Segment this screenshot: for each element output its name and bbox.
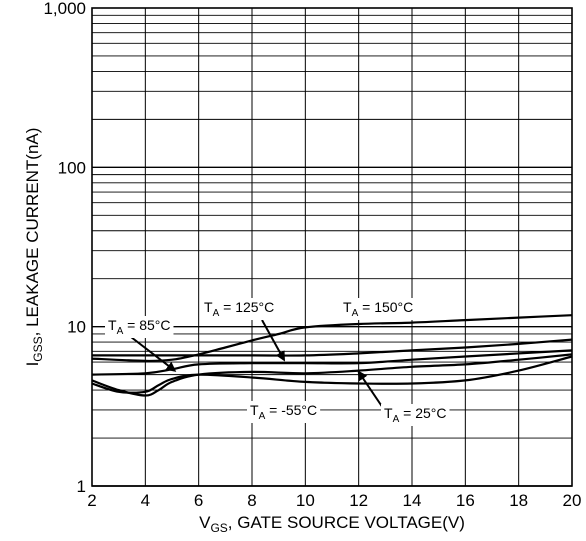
series-line: [91, 314, 573, 363]
annotation-background: [105, 316, 174, 338]
annotation-label: TA = 25°C: [384, 405, 446, 425]
temperature-annotation: TA = 25°C: [357, 370, 450, 426]
grid: [91, 8, 573, 487]
annotation-label: TA = -55°C: [250, 402, 317, 422]
y-tick-label: 100: [58, 158, 86, 177]
x-tick-label: 16: [456, 491, 475, 510]
x-tick-label: 18: [509, 491, 528, 510]
annotation-label: TA = 125°C: [204, 299, 274, 319]
temperature-annotation: TA = 85°C: [105, 316, 177, 372]
annotation-background: [201, 298, 278, 320]
temperature-annotation: TA = -55°C: [247, 401, 321, 423]
annotation-label: TA = 85°C: [108, 317, 170, 337]
annotation-arrow: [357, 370, 384, 409]
annotation-background: [340, 298, 417, 320]
y-axis-title: IGSS, LEAKAGE CURRENT(nA): [23, 128, 45, 367]
y-tick-label: 1: [77, 477, 86, 496]
x-tick-label: 6: [194, 491, 203, 510]
series-line: [91, 355, 573, 394]
plot-frame: [91, 7, 573, 487]
annotation-arrow: [261, 319, 285, 362]
y-tick-label: 1,000: [43, 0, 86, 18]
annotation-background: [381, 404, 450, 426]
series-line: [92, 338, 573, 357]
annotation-arrow: [130, 336, 177, 372]
tick-labels: 2 4 6 8 10 12 14 16 18 20 1 10 100 1,000: [43, 0, 581, 510]
temperature-annotation: TA = 150°C: [340, 298, 417, 320]
x-tick-label: 8: [247, 491, 256, 510]
x-tick-label: 4: [141, 491, 150, 510]
x-tick-label: 14: [403, 491, 422, 510]
x-tick-label: 12: [349, 491, 368, 510]
series-line: [91, 353, 573, 397]
x-tick-label: 10: [296, 491, 315, 510]
annotations: TA = 85°C TA = 125°C TA = 150°C TA = -55°C T…: [105, 298, 450, 426]
annotation-label: TA = 150°C: [343, 299, 413, 319]
y-tick-label: 10: [67, 318, 86, 337]
x-tick-label: 2: [87, 491, 96, 510]
series-line: [91, 349, 573, 376]
series-lines: [91, 314, 573, 397]
x-axis-title: VGS, GATE SOURCE VOLTAGE(V): [199, 513, 465, 535]
temperature-annotation: TA = 125°C: [201, 298, 285, 362]
annotation-background: [247, 401, 321, 423]
x-tick-label: 20: [563, 491, 582, 510]
